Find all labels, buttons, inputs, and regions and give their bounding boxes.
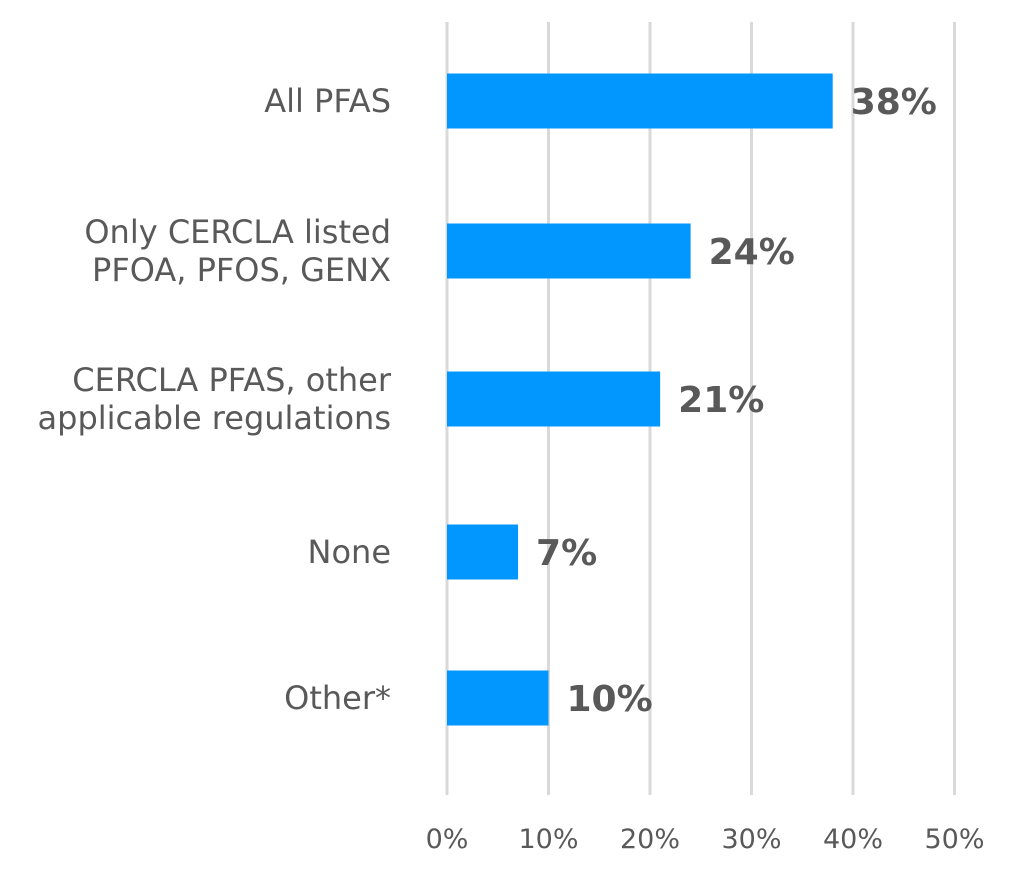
x-tick-label: 30% <box>721 824 781 855</box>
category-label: Only CERCLA listed <box>84 213 391 251</box>
value-labels: 38% 24% 21% 7% 10% <box>536 82 937 720</box>
category-label: CERCLA PFAS, other <box>72 361 392 399</box>
category-label: PFOA, PFOS, GENX <box>92 251 391 289</box>
bar <box>447 73 833 129</box>
category-label: All PFAS <box>264 82 391 120</box>
x-tick-label: 10% <box>518 824 578 855</box>
category-label: None <box>308 533 391 571</box>
x-tick-label: 50% <box>924 824 984 855</box>
bars <box>447 73 833 726</box>
value-label: 38% <box>851 82 937 123</box>
category-label: applicable regulations <box>38 399 391 437</box>
value-label: 24% <box>709 232 795 273</box>
category-label: Other* <box>284 679 391 717</box>
x-tick-label: 0% <box>426 824 469 855</box>
value-label: 21% <box>678 380 764 421</box>
value-label: 7% <box>536 533 597 574</box>
bar <box>447 223 691 279</box>
x-tick-label: 40% <box>823 824 883 855</box>
value-label: 10% <box>567 679 653 720</box>
bar <box>447 371 661 427</box>
bar <box>447 524 519 580</box>
x-axis-tick-labels: 0% 10% 20% 30% 40% 50% <box>426 824 985 855</box>
bar <box>447 670 549 726</box>
x-tick-label: 20% <box>620 824 680 855</box>
